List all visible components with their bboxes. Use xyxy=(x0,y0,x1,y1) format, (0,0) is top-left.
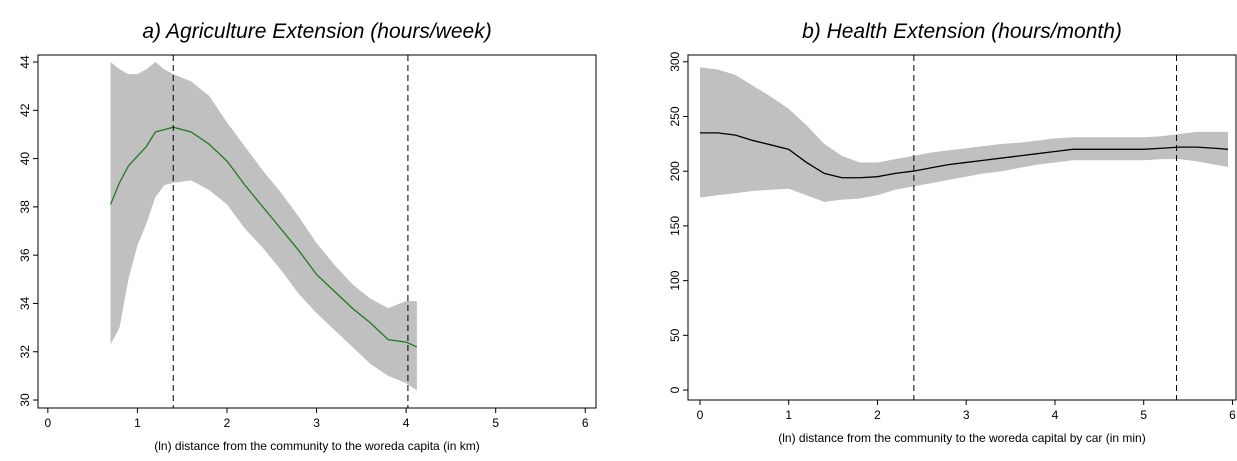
fit-line xyxy=(699,132,1229,179)
x-axis-label: (ln) distance from the community to the … xyxy=(154,439,479,453)
y-tick-label: 50 xyxy=(668,328,682,342)
x-tick-label: 5 xyxy=(1140,408,1147,422)
y-tick-label: 32 xyxy=(18,345,32,359)
y-tick-label: 42 xyxy=(18,103,32,117)
x-tick-label: 2 xyxy=(874,408,881,422)
x-tick-label: 1 xyxy=(134,416,141,430)
plot-frame xyxy=(687,54,1237,401)
x-tick-label: 6 xyxy=(1229,408,1236,422)
y-tick-label: 250 xyxy=(668,106,682,126)
y-tick-label: 100 xyxy=(668,270,682,290)
y-tick-label: 44 xyxy=(18,55,32,69)
x-tick-label: 4 xyxy=(1052,408,1059,422)
x-tick-label: 3 xyxy=(313,416,320,430)
x-tick-label: 1 xyxy=(785,408,792,422)
chart-title: a) Agriculture Extension (hours/week) xyxy=(142,20,491,43)
x-axis-label: (ln) distance from the community to the … xyxy=(778,431,1145,445)
y-tick-label: 200 xyxy=(668,161,682,181)
x-tick-label: 4 xyxy=(403,416,410,430)
x-tick-label: 2 xyxy=(224,416,231,430)
x-tick-label: 5 xyxy=(492,416,499,430)
y-tick-label: 150 xyxy=(668,216,682,236)
y-tick-label: 36 xyxy=(18,248,32,262)
y-tick-label: 300 xyxy=(668,51,682,71)
y-tick-label: 38 xyxy=(18,200,32,214)
fit-line xyxy=(109,126,418,348)
confidence-band xyxy=(699,67,1229,202)
y-tick-label: 34 xyxy=(18,296,32,310)
y-tick-label: 0 xyxy=(668,386,682,393)
x-tick-label: 3 xyxy=(963,408,970,422)
x-tick-label: 0 xyxy=(45,416,52,430)
x-tick-label: 0 xyxy=(697,408,704,422)
x-tick-label: 6 xyxy=(582,416,589,430)
confidence-band xyxy=(110,62,417,391)
chart-title: b) Health Extension (hours/month) xyxy=(802,20,1122,43)
y-tick-label: 30 xyxy=(18,393,32,407)
y-tick-label: 40 xyxy=(18,152,32,166)
